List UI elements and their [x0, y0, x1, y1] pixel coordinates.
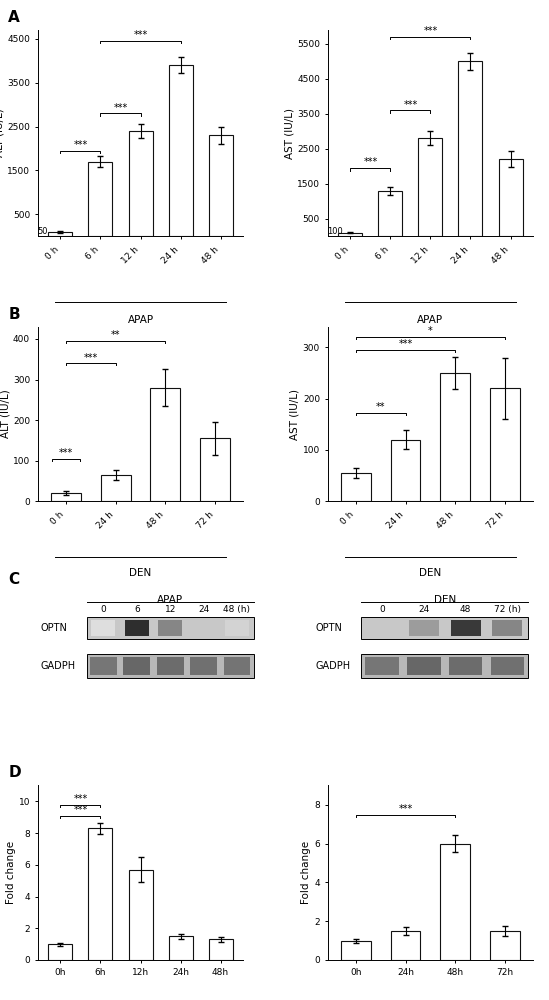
Bar: [225, 620, 249, 636]
Text: GADPH: GADPH: [41, 661, 76, 671]
Bar: [498, 159, 523, 236]
Bar: [157, 657, 183, 675]
Text: 0: 0: [379, 605, 385, 614]
Text: C: C: [8, 572, 19, 587]
Bar: [190, 657, 217, 675]
Text: DEN: DEN: [419, 568, 441, 578]
Bar: [128, 131, 153, 236]
Text: B: B: [8, 307, 20, 322]
Bar: [51, 493, 81, 501]
Bar: [490, 388, 520, 501]
Bar: [209, 135, 233, 236]
Text: APAP: APAP: [157, 595, 183, 605]
Bar: [192, 620, 216, 636]
Bar: [367, 620, 397, 636]
Bar: [169, 936, 193, 960]
Bar: [92, 620, 115, 636]
Text: 12: 12: [165, 605, 176, 614]
Bar: [87, 654, 254, 678]
Text: 24: 24: [418, 605, 429, 614]
Text: 100: 100: [327, 227, 343, 236]
Bar: [124, 657, 150, 675]
Bar: [48, 232, 72, 236]
Y-axis label: ALT (IU/L): ALT (IU/L): [0, 109, 4, 157]
Bar: [492, 620, 522, 636]
Text: ***: ***: [423, 26, 438, 36]
Bar: [341, 941, 371, 960]
Text: ***: ***: [363, 157, 378, 167]
Text: 48: 48: [460, 605, 471, 614]
Text: 48 (h): 48 (h): [223, 605, 250, 614]
Bar: [407, 657, 440, 675]
Text: OPTN: OPTN: [315, 623, 342, 633]
Text: DEN: DEN: [130, 568, 152, 578]
Bar: [90, 657, 117, 675]
Text: 50: 50: [37, 227, 48, 236]
Bar: [390, 931, 421, 960]
Text: GADPH: GADPH: [315, 661, 350, 671]
Bar: [338, 233, 362, 236]
Text: 24: 24: [198, 605, 209, 614]
Text: ***: ***: [133, 30, 148, 40]
Text: ***: ***: [74, 794, 88, 804]
Bar: [361, 617, 528, 639]
Text: ***: ***: [114, 103, 127, 113]
Text: ***: ***: [59, 448, 73, 458]
Bar: [418, 138, 442, 236]
Text: OPTN: OPTN: [41, 623, 68, 633]
Bar: [361, 654, 528, 678]
Text: 0: 0: [100, 605, 107, 614]
Bar: [88, 162, 113, 236]
Bar: [490, 931, 520, 960]
Text: 6: 6: [134, 605, 139, 614]
Text: **: **: [376, 402, 385, 412]
Text: ***: ***: [74, 805, 88, 815]
Bar: [451, 620, 480, 636]
Text: ***: ***: [399, 804, 413, 814]
Y-axis label: ALT (IU/L): ALT (IU/L): [0, 390, 10, 438]
Bar: [100, 475, 131, 501]
Bar: [125, 620, 149, 636]
Bar: [378, 191, 402, 236]
Text: APAP: APAP: [127, 315, 154, 325]
Text: 72 (h): 72 (h): [494, 605, 521, 614]
Bar: [341, 473, 371, 501]
Y-axis label: Fold change: Fold change: [6, 841, 16, 904]
Bar: [150, 388, 181, 501]
Bar: [128, 870, 153, 960]
Bar: [409, 620, 439, 636]
Text: ***: ***: [74, 140, 88, 150]
Text: ***: ***: [404, 100, 418, 110]
Bar: [209, 939, 233, 960]
Bar: [440, 844, 470, 960]
Text: D: D: [8, 765, 21, 780]
Text: DEN: DEN: [434, 595, 456, 605]
Text: **: **: [111, 330, 120, 340]
Bar: [88, 828, 113, 960]
Bar: [87, 617, 254, 639]
Text: ***: ***: [399, 339, 413, 349]
Bar: [366, 657, 399, 675]
Bar: [458, 61, 483, 236]
Bar: [449, 657, 482, 675]
Bar: [390, 440, 421, 501]
Text: A: A: [8, 10, 20, 25]
Bar: [223, 657, 250, 675]
Bar: [491, 657, 524, 675]
Y-axis label: AST (IU/L): AST (IU/L): [284, 108, 294, 159]
Text: *: *: [428, 326, 433, 336]
Y-axis label: AST (IU/L): AST (IU/L): [290, 389, 300, 440]
Bar: [158, 620, 182, 636]
Bar: [48, 944, 72, 960]
Text: APAP: APAP: [417, 315, 444, 325]
Bar: [169, 65, 193, 236]
Y-axis label: Fold change: Fold change: [301, 841, 311, 904]
Text: ***: ***: [83, 353, 98, 363]
Bar: [440, 373, 470, 501]
Bar: [200, 438, 230, 501]
